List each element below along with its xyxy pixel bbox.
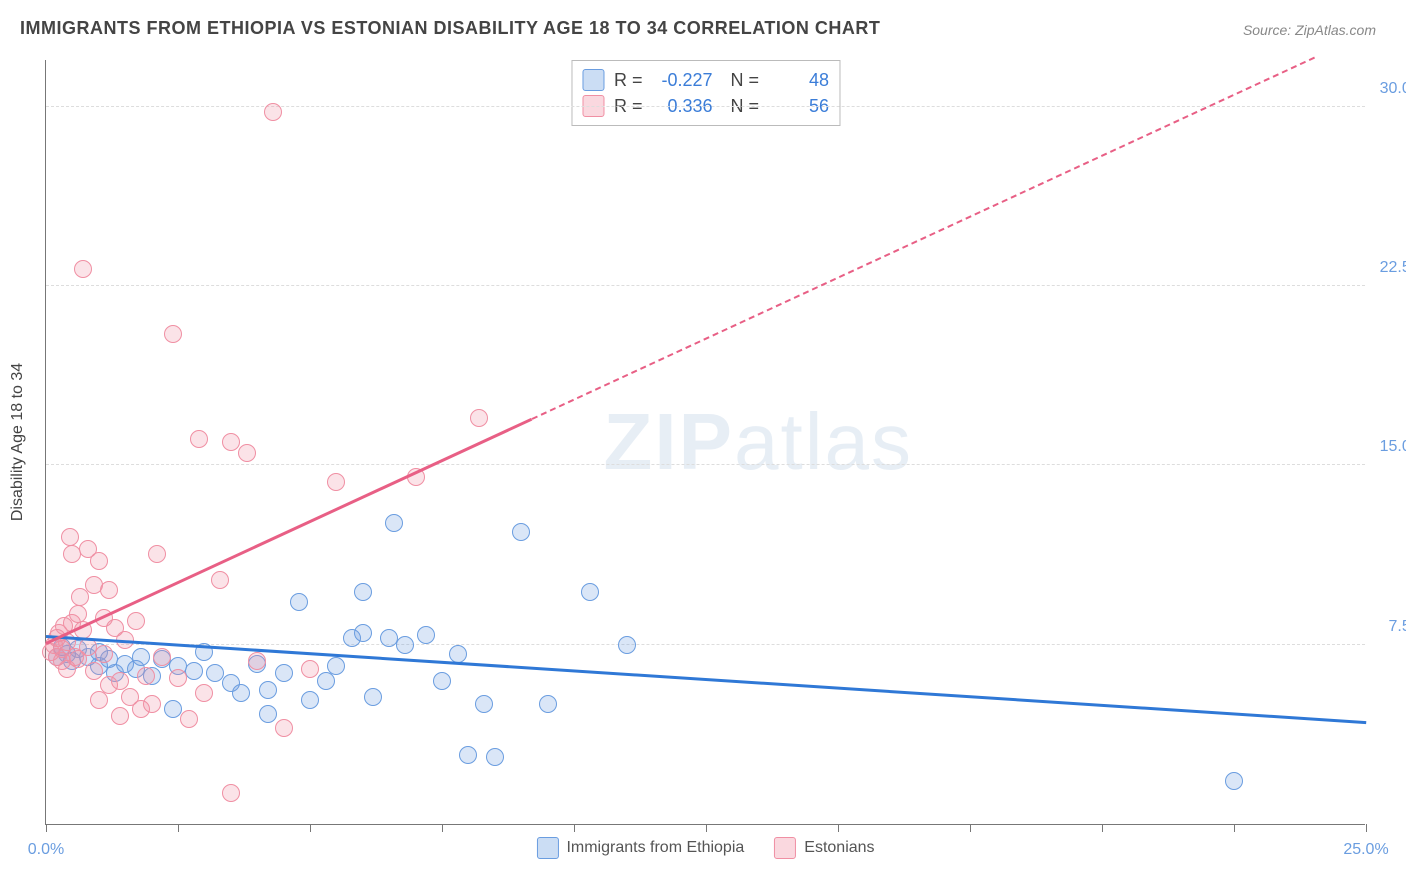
source-attribution: Source: ZipAtlas.com bbox=[1243, 22, 1376, 38]
data-point bbox=[354, 624, 372, 642]
data-point bbox=[127, 612, 145, 630]
series-swatch bbox=[774, 837, 796, 859]
x-tick-label: 25.0% bbox=[1343, 841, 1388, 859]
data-point bbox=[238, 444, 256, 462]
data-point bbox=[90, 552, 108, 570]
gridline bbox=[46, 285, 1365, 286]
data-point bbox=[275, 664, 293, 682]
x-tick bbox=[706, 824, 707, 832]
data-point bbox=[396, 636, 414, 654]
data-point bbox=[385, 514, 403, 532]
data-point bbox=[290, 593, 308, 611]
chart-title: IMMIGRANTS FROM ETHIOPIA VS ESTONIAN DIS… bbox=[20, 18, 880, 39]
legend-item: Estonians bbox=[774, 837, 874, 859]
data-point bbox=[185, 662, 203, 680]
x-tick bbox=[1366, 824, 1367, 832]
correlation-stats-box: R =-0.227N =48R =0.336N =56 bbox=[571, 60, 840, 126]
x-tick bbox=[178, 824, 179, 832]
data-point bbox=[164, 325, 182, 343]
legend-label: Immigrants from Ethiopia bbox=[566, 839, 744, 857]
data-point bbox=[248, 652, 266, 670]
data-point bbox=[180, 710, 198, 728]
series-swatch bbox=[536, 837, 558, 859]
data-point bbox=[327, 657, 345, 675]
x-tick bbox=[1102, 824, 1103, 832]
data-point bbox=[232, 684, 250, 702]
data-point bbox=[259, 681, 277, 699]
data-point bbox=[433, 672, 451, 690]
series-legend: Immigrants from Ethiopia Estonians bbox=[536, 837, 874, 859]
data-point bbox=[470, 409, 488, 427]
data-point bbox=[100, 581, 118, 599]
data-point bbox=[190, 430, 208, 448]
data-point bbox=[211, 571, 229, 589]
y-tick-label: 30.0% bbox=[1380, 80, 1406, 98]
data-point bbox=[475, 695, 493, 713]
data-point bbox=[143, 695, 161, 713]
stats-row: R = -0.227 N = 48 bbox=[582, 67, 829, 93]
data-point bbox=[512, 523, 530, 541]
data-point bbox=[61, 528, 79, 546]
data-point bbox=[132, 648, 150, 666]
data-point bbox=[301, 691, 319, 709]
x-tick-label: 0.0% bbox=[28, 841, 64, 859]
data-point bbox=[327, 473, 345, 491]
data-point bbox=[459, 746, 477, 764]
gridline bbox=[46, 464, 1365, 465]
data-point bbox=[195, 684, 213, 702]
data-point bbox=[417, 626, 435, 644]
x-tick bbox=[46, 824, 47, 832]
legend-item: Immigrants from Ethiopia bbox=[536, 837, 744, 859]
data-point bbox=[111, 672, 129, 690]
trend-line bbox=[46, 635, 1366, 724]
data-point bbox=[581, 583, 599, 601]
data-point bbox=[85, 662, 103, 680]
stat-label: N = bbox=[731, 70, 760, 91]
data-point bbox=[486, 748, 504, 766]
x-tick bbox=[1234, 824, 1235, 832]
data-point bbox=[153, 648, 171, 666]
data-point bbox=[354, 583, 372, 601]
gridline bbox=[46, 644, 1365, 645]
gridline bbox=[46, 106, 1365, 107]
data-point bbox=[148, 545, 166, 563]
stat-r-value: -0.227 bbox=[653, 70, 713, 91]
x-tick bbox=[442, 824, 443, 832]
data-point bbox=[111, 707, 129, 725]
trend-line bbox=[45, 418, 532, 645]
data-point bbox=[169, 669, 187, 687]
y-tick-label: 15.0% bbox=[1380, 438, 1406, 456]
x-tick bbox=[574, 824, 575, 832]
data-point bbox=[275, 719, 293, 737]
data-point bbox=[259, 705, 277, 723]
stat-n-value: 48 bbox=[769, 70, 829, 91]
x-tick bbox=[838, 824, 839, 832]
x-tick bbox=[310, 824, 311, 832]
y-tick-label: 7.5% bbox=[1389, 618, 1406, 636]
data-point bbox=[301, 660, 319, 678]
legend-label: Estonians bbox=[804, 839, 874, 857]
data-point bbox=[618, 636, 636, 654]
data-point bbox=[222, 784, 240, 802]
data-point bbox=[74, 260, 92, 278]
x-tick bbox=[970, 824, 971, 832]
data-point bbox=[222, 433, 240, 451]
y-axis-title: Disability Age 18 to 34 bbox=[9, 363, 27, 521]
data-point bbox=[95, 645, 113, 663]
watermark: ZIPatlas bbox=[604, 396, 913, 488]
scatter-plot: Disability Age 18 to 34 ZIPatlas R =-0.2… bbox=[45, 60, 1365, 825]
y-tick-label: 22.5% bbox=[1380, 259, 1406, 277]
data-point bbox=[364, 688, 382, 706]
series-swatch bbox=[582, 69, 604, 91]
data-point bbox=[137, 667, 155, 685]
data-point bbox=[1225, 772, 1243, 790]
data-point bbox=[264, 103, 282, 121]
stat-label: R = bbox=[614, 70, 643, 91]
data-point bbox=[539, 695, 557, 713]
data-point bbox=[69, 605, 87, 623]
